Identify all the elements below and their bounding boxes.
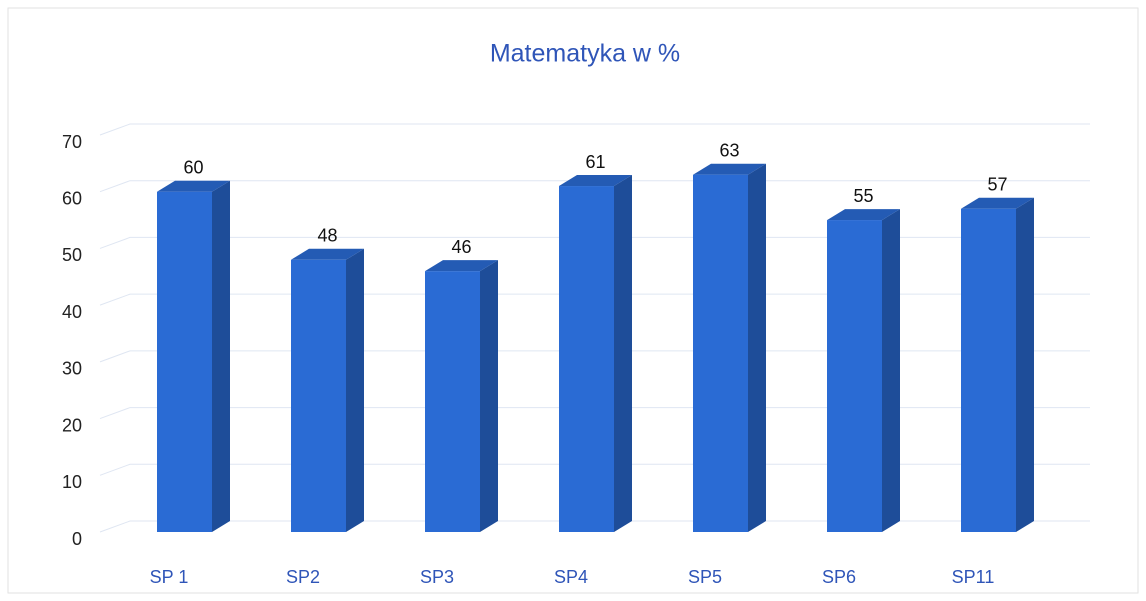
bar-top [157, 180, 230, 192]
x-tick-label: SP5 [688, 567, 722, 587]
bar-top [559, 175, 632, 187]
grid-line [99, 293, 1090, 306]
bar [961, 197, 1034, 532]
bar-side [748, 163, 766, 532]
data-label: 55 [853, 186, 873, 206]
y-tick-label: 20 [62, 415, 82, 435]
bar-front [827, 220, 882, 533]
bar-side [212, 180, 230, 532]
grid-line [99, 407, 1090, 420]
bar [425, 260, 498, 532]
bar-top [961, 197, 1034, 209]
y-tick-label: 10 [62, 472, 82, 492]
bar-front [425, 271, 480, 532]
x-tick-label: SP11 [952, 567, 995, 587]
grid-line [99, 350, 1090, 363]
grid-line [99, 520, 1090, 533]
bar [693, 163, 766, 532]
data-label: 63 [719, 140, 739, 160]
data-label: 57 [987, 174, 1007, 194]
chart-title: Matematyka w % [490, 40, 680, 68]
data-label: 46 [451, 237, 471, 257]
data-label: 60 [183, 157, 203, 177]
x-tick-label: SP4 [554, 567, 588, 587]
bar-side [480, 260, 498, 532]
y-tick-label: 50 [62, 245, 82, 265]
bar-top [425, 260, 498, 272]
y-tick-label: 40 [62, 302, 82, 322]
bar-top [827, 209, 900, 221]
grid-line [99, 123, 1090, 136]
bar-front [961, 208, 1016, 532]
data-label: 61 [585, 152, 605, 172]
y-tick-label: 60 [62, 188, 82, 208]
bar-side [346, 248, 364, 532]
y-tick-label: 0 [72, 529, 82, 549]
y-tick-label: 30 [62, 359, 82, 379]
bar [291, 248, 364, 532]
y-tick-label: 70 [62, 132, 82, 152]
bar [827, 209, 900, 533]
grid-line [99, 463, 1090, 476]
grid-line [99, 236, 1090, 249]
bar-top [693, 163, 766, 175]
bar-top [291, 248, 364, 260]
bar-front [559, 186, 614, 533]
x-tick-label: SP6 [822, 567, 856, 587]
bar-front [291, 259, 346, 532]
bar-side [614, 175, 632, 533]
data-label: 48 [317, 226, 337, 246]
bar [157, 180, 230, 532]
bar-side [882, 209, 900, 533]
bar-front [157, 191, 212, 532]
x-tick-label: SP3 [420, 567, 454, 587]
x-tick-label: SP 1 [150, 567, 189, 587]
grid-line [99, 180, 1090, 193]
bar-front [693, 174, 748, 532]
bar [559, 175, 632, 533]
bar-side [1016, 197, 1034, 532]
x-tick-label: SP2 [286, 567, 320, 587]
